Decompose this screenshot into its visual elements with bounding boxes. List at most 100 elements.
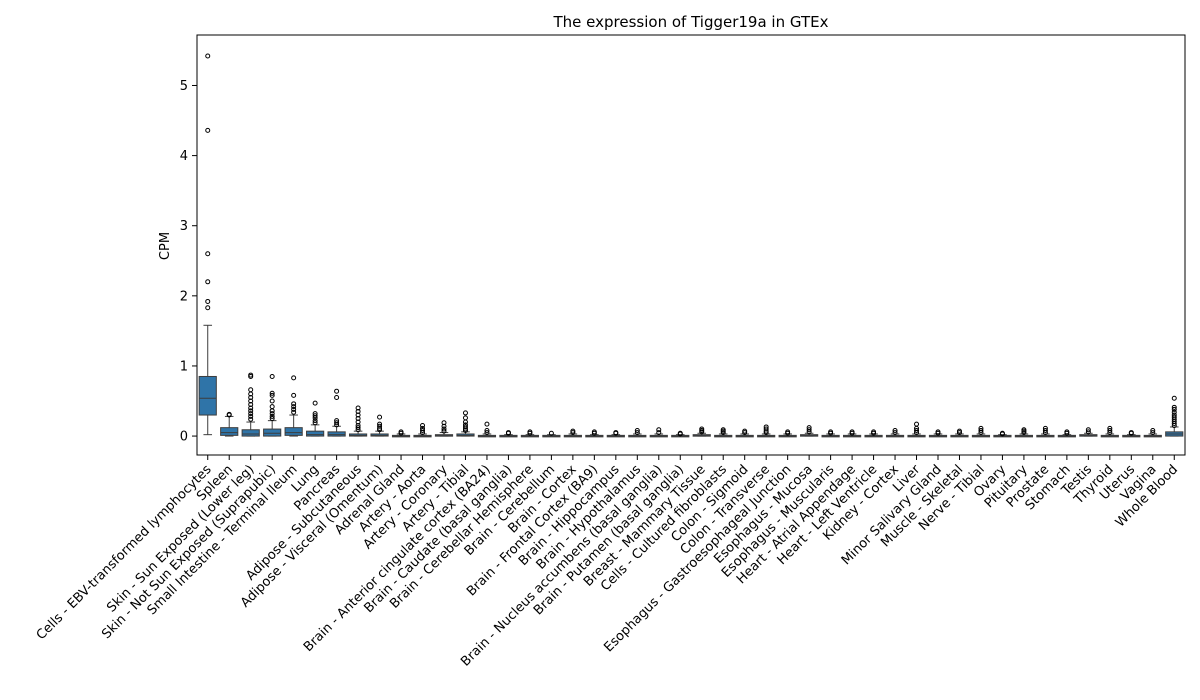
- outlier-point: [441, 420, 447, 426]
- outlier-point: [720, 427, 726, 433]
- outlier-point: [205, 305, 211, 311]
- outlier-point: [1171, 414, 1177, 420]
- axes-frame: [196, 34, 1186, 456]
- outlier-point: [1021, 427, 1027, 433]
- outlier-point: [892, 430, 898, 436]
- chart-title: The expression of Tigger19a in GTEx: [553, 13, 829, 31]
- outlier-point: [377, 414, 383, 420]
- outlier-point: [291, 392, 297, 398]
- outlier-point: [1171, 404, 1177, 410]
- outlier-point: [269, 408, 275, 414]
- outlier-point: [312, 411, 318, 417]
- outlier-point: [334, 418, 340, 424]
- outlier-point: [269, 413, 275, 419]
- outlier-point: [1171, 409, 1177, 415]
- outlier-point: [1085, 427, 1091, 433]
- outlier-point: [914, 421, 920, 427]
- outlier-point: [484, 427, 490, 433]
- outlier-point: [269, 392, 275, 398]
- outlier-point: [785, 429, 791, 435]
- outlier-point: [205, 279, 211, 285]
- outlier-point: [462, 424, 468, 430]
- y-tick-label: 5: [180, 79, 188, 94]
- outlier-point: [334, 420, 340, 426]
- outlier-point: [548, 430, 554, 436]
- y-tick-label: 1: [180, 359, 188, 374]
- outlier-point: [956, 428, 962, 434]
- outlier-point: [1128, 430, 1134, 436]
- outlier-point: [312, 420, 318, 426]
- outlier-point: [1171, 395, 1177, 401]
- outlier-point: [205, 127, 211, 133]
- outlier-point: [248, 372, 254, 378]
- outlier-point: [269, 404, 275, 410]
- outlier-point: [334, 395, 340, 401]
- outlier-point: [505, 430, 511, 436]
- outlier-point: [1150, 430, 1156, 436]
- outlier-point: [1150, 427, 1156, 433]
- outlier-point: [377, 421, 383, 427]
- outlier-point: [892, 427, 898, 433]
- outlier-point: [269, 398, 275, 404]
- outlier-point: [999, 430, 1005, 436]
- outlier-point: [1107, 427, 1113, 433]
- outlier-point: [849, 429, 855, 435]
- box: [198, 375, 217, 416]
- outlier-point: [978, 425, 984, 431]
- outlier-point: [398, 429, 404, 435]
- outlier-point: [205, 251, 211, 257]
- outlier-point: [570, 428, 576, 434]
- outlier-point: [613, 430, 619, 436]
- outlier-point: [269, 411, 275, 417]
- outlier-point: [978, 427, 984, 433]
- outlier-point: [1064, 429, 1070, 435]
- outlier-point: [269, 416, 275, 422]
- outlier-point: [291, 375, 297, 381]
- outlier-point: [312, 418, 318, 424]
- outlier-point: [806, 425, 812, 431]
- outlier-point: [1171, 406, 1177, 412]
- outlier-point: [441, 428, 447, 434]
- box: [306, 430, 325, 437]
- outlier-point: [248, 408, 254, 414]
- outlier-point: [312, 400, 318, 406]
- box: [284, 427, 303, 436]
- outlier-point: [377, 423, 383, 429]
- y-tick-label: 4: [180, 149, 188, 164]
- outlier-point: [677, 430, 683, 436]
- outlier-point: [291, 401, 297, 407]
- outlier-point: [634, 430, 640, 436]
- outlier-point: [1042, 427, 1048, 433]
- outlier-point: [248, 416, 254, 422]
- box: [220, 427, 239, 436]
- outlier-point: [527, 429, 533, 435]
- outlier-point: [269, 373, 275, 379]
- outlier-point: [205, 53, 211, 59]
- y-tick-label: 3: [180, 219, 188, 234]
- outlier-point: [355, 405, 361, 411]
- outlier-point: [871, 429, 877, 435]
- outlier-point: [248, 387, 254, 393]
- outlier-point: [484, 421, 490, 427]
- outlier-point: [1085, 429, 1091, 435]
- outlier-point: [1042, 425, 1048, 431]
- outlier-point: [462, 419, 468, 425]
- outlier-point: [634, 427, 640, 433]
- y-tick-label: 2: [180, 289, 188, 304]
- outlier-point: [355, 425, 361, 431]
- outlier-point: [591, 429, 597, 435]
- outlier-point: [935, 429, 941, 435]
- outlier-point: [269, 390, 275, 396]
- outlier-point: [699, 426, 705, 432]
- outlier-point: [1107, 425, 1113, 431]
- y-tick-label: 0: [180, 430, 188, 445]
- outlier-point: [248, 411, 254, 417]
- outlier-point: [656, 427, 662, 433]
- outlier-point: [226, 412, 232, 418]
- outlier-point: [441, 426, 447, 432]
- outlier-point: [828, 429, 834, 435]
- y-axis-label: CPM: [158, 232, 173, 260]
- outlier-point: [248, 413, 254, 419]
